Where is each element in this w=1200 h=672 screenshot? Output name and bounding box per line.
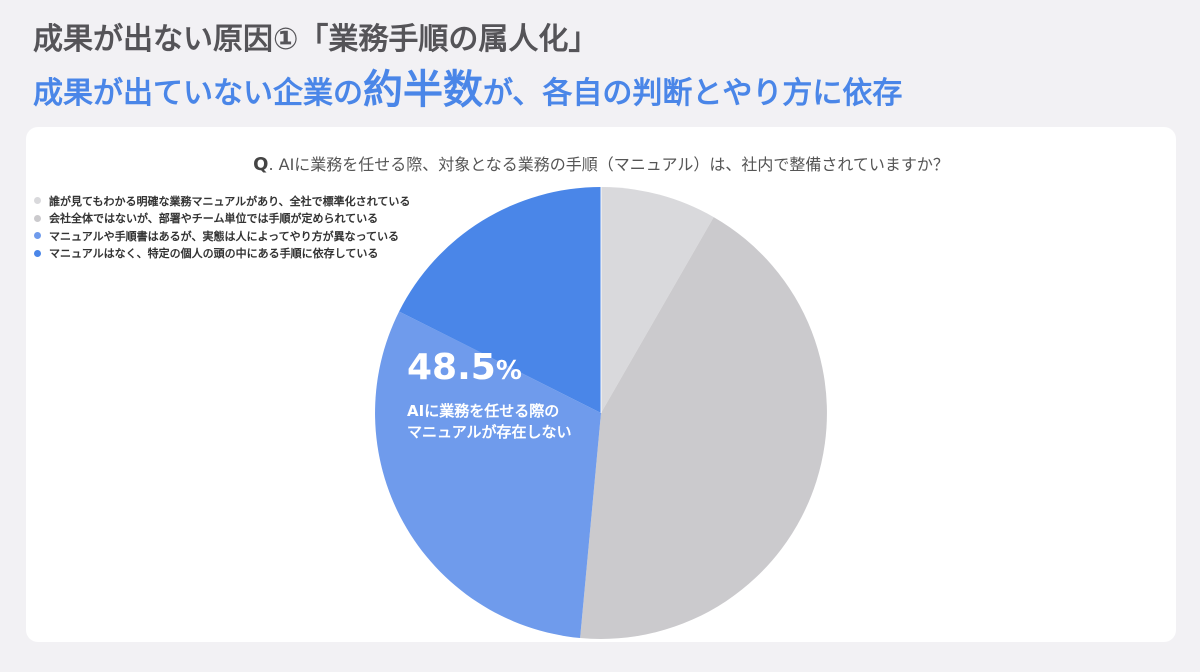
question-text: . AIに業務を任せる際、対象となる業務の手順（マニュアル）は、社内で整備されて…	[268, 155, 949, 174]
pie-slice-individual-dependent	[399, 187, 601, 413]
callout-line-2: マニュアルが存在しない	[407, 423, 572, 441]
pie-slice-department-level	[580, 217, 827, 639]
legend-label: マニュアルや手順書はあるが、実態は人によってやり方が異なっている	[49, 229, 400, 243]
legend-item: マニュアルや手順書はあるが、実態は人によってやり方が異なっている	[34, 227, 410, 245]
chart-legend: 誰が見てもわかる明確な業務マニュアルがあり、全社で標準化されている 会社全体では…	[34, 192, 410, 262]
legend-dot-icon	[34, 232, 41, 240]
legend-item: 会社全体ではないが、部署やチーム単位では手順が定められている	[34, 210, 410, 228]
legend-label: 会社全体ではないが、部署やチーム単位では手順が定められている	[49, 212, 379, 226]
chart-callout: 48.5% AIに業務を任せる際の マニュアルが存在しない	[407, 346, 572, 443]
callout-percentage: 48.5%	[407, 346, 572, 393]
legend-dot-icon	[34, 197, 41, 205]
pie-slice-standardized	[601, 186, 714, 413]
subtitle-emphasis: 約半数	[363, 67, 483, 113]
subtitle-post: が、各自の判断とやり方に依存	[483, 76, 903, 111]
question-prefix: Q	[253, 154, 269, 175]
legend-item: 誰が見てもわかる明確な業務マニュアルがあり、全社で標準化されている	[34, 192, 410, 210]
subtitle-pre: 成果が出ていない企業の	[33, 76, 363, 111]
page-subtitle: 成果が出ていない企業の約半数が、各自の判断とやり方に依存	[33, 66, 902, 118]
survey-question: Q. AIに業務を任せる際、対象となる業務の手順（マニュアル）は、社内で整備され…	[26, 151, 1176, 175]
callout-line-1: AIに業務を任せる際の	[407, 402, 560, 420]
callout-value: 48.5	[407, 347, 496, 388]
legend-dot-icon	[34, 214, 41, 222]
legend-dot-icon	[34, 249, 41, 257]
page-title: 成果が出ない原因①「業務手順の属人化」	[33, 22, 599, 57]
callout-unit: %	[495, 356, 522, 386]
legend-item: マニュアルはなく、特定の個人の頭の中にある手順に依存している	[34, 245, 410, 263]
callout-description: AIに業務を任せる際の マニュアルが存在しない	[407, 401, 572, 443]
pie-slice-varies-by-person	[375, 311, 601, 638]
legend-label: 誰が見てもわかる明確な業務マニュアルがあり、全社で標準化されている	[49, 194, 411, 208]
legend-label: マニュアルはなく、特定の個人の頭の中にある手順に依存している	[49, 247, 379, 261]
